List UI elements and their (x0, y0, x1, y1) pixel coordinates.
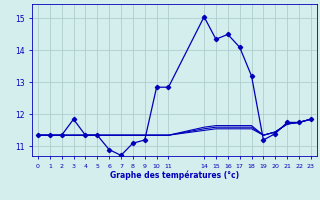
X-axis label: Graphe des températures (°c): Graphe des températures (°c) (110, 170, 239, 180)
